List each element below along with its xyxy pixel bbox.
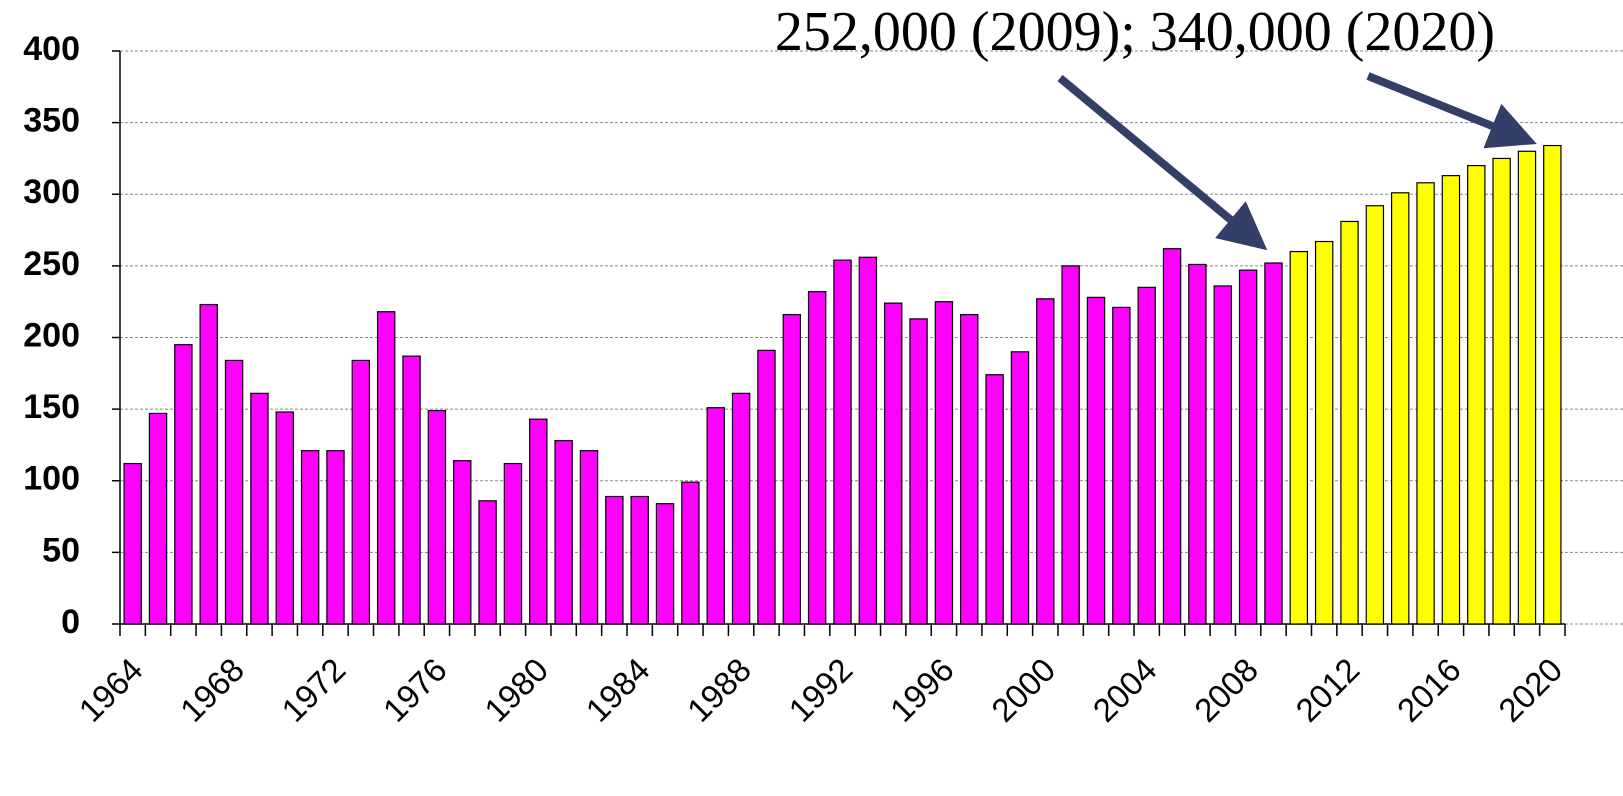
bar [1213,285,1232,625]
bar [782,313,802,625]
x-tick-label: 2000 [984,651,1062,729]
bar [529,418,548,625]
bar [174,344,193,625]
y-tick-label: 50 [42,531,80,569]
bar [326,450,345,625]
bar [1517,150,1537,625]
bar [1238,269,1258,625]
bar [300,450,320,625]
annotation: 252,000 (2009); 340,000 (2020) [775,1,1495,63]
x-tick-label: 2016 [1390,651,1468,729]
x-tick-label: 1976 [376,651,454,729]
bar [1492,157,1511,625]
bar [605,495,624,625]
y-tick-label: 250 [23,245,80,283]
arrow [1366,72,1537,149]
bar [757,349,776,625]
x-tick-label: 1964 [72,651,150,729]
bar [1365,205,1385,625]
bar [985,374,1004,625]
bar [503,462,523,625]
bar [554,440,573,625]
y-tick-label: 100 [23,460,80,498]
x-tick-label: 1968 [173,651,251,729]
bar [351,359,371,625]
bar [250,392,269,625]
bar [148,412,168,625]
y-tick-label: 200 [23,316,80,354]
bar [579,450,599,625]
bar [883,302,903,625]
bar [1188,263,1207,625]
bar [1441,175,1461,625]
bar [1314,240,1334,625]
y-tick-label: 350 [23,102,80,140]
bar [1416,182,1435,625]
x-tick-label: 1972 [274,651,352,729]
x-tick-label: 2020 [1491,651,1569,729]
bar [1036,298,1055,625]
bar [1467,165,1486,625]
bar [1010,351,1030,625]
arrow [1057,74,1268,251]
y-tick-label: 300 [23,173,80,211]
x-tick-label: 1988 [680,651,758,729]
bars [123,144,1562,625]
x-tick-label: 1980 [477,651,555,729]
bar [630,495,649,625]
bar [1543,144,1562,625]
x-tick-label: 2004 [1086,651,1164,729]
bar [224,359,244,625]
bar [960,313,979,625]
bar [909,318,928,625]
x-tick-label: 1996 [883,651,961,729]
bar [402,355,421,625]
bar [427,409,447,625]
bar [199,303,218,625]
bar [807,291,827,625]
bar [681,481,700,625]
bar [731,392,751,625]
bar [655,503,675,625]
y-tick-label: 0 [61,603,80,641]
bar [1061,265,1080,625]
bar [1086,296,1106,625]
x-tick-label: 1992 [781,651,859,729]
bar [858,256,878,625]
bar [1112,306,1131,625]
bar [478,500,497,625]
y-tick-label: 150 [23,388,80,426]
x-tick-label: 2012 [1288,651,1366,729]
x-tick-label: 2008 [1187,651,1265,729]
bar [1340,220,1359,625]
bar [1289,250,1309,625]
bar [833,259,852,625]
bar [1390,192,1410,625]
bar [1264,262,1283,625]
bar [453,460,472,625]
bar [123,462,142,625]
bar [1137,286,1156,625]
bar [376,311,396,625]
y-tick-label: 400 [23,30,80,68]
bar [275,411,295,625]
x-tick-label: 1984 [579,651,657,729]
bar [934,301,954,625]
bar [1162,248,1182,625]
bar [706,407,725,625]
